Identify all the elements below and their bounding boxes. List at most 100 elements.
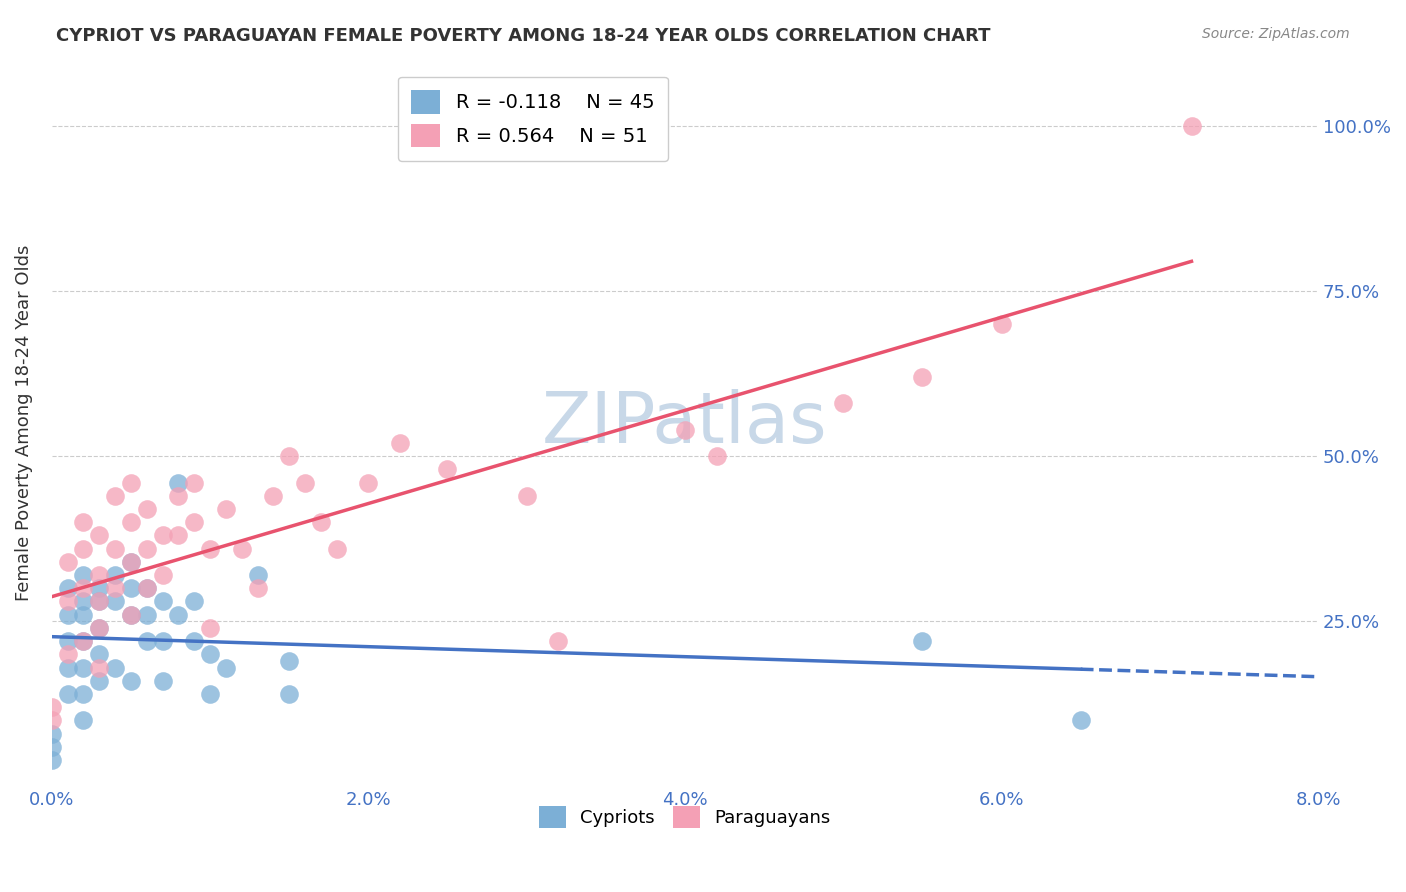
Point [89,648,111,662]
Point [72,581,94,595]
Point [56,555,79,569]
Point [135,581,157,595]
Point [120,515,142,529]
Point [89,594,111,608]
Point [215,502,238,516]
Point [167,489,190,503]
Point [388,435,411,450]
Point [72,714,94,728]
Point [120,607,142,622]
Point [89,621,111,635]
Point [152,594,174,608]
Point [72,634,94,648]
Point [167,528,190,542]
Point [72,687,94,701]
Point [1180,119,1202,133]
Point [990,317,1012,331]
Point [436,462,458,476]
Point [183,475,205,490]
Point [56,581,79,595]
Point [198,687,221,701]
Y-axis label: Female Poverty Among 18-24 Year Olds: Female Poverty Among 18-24 Year Olds [15,244,32,601]
Point [832,396,855,410]
Point [183,594,205,608]
Point [56,594,79,608]
Point [120,673,142,688]
Legend: Cypriots, Paraguayans: Cypriots, Paraguayans [531,799,838,836]
Point [89,568,111,582]
Point [41,714,63,728]
Point [183,634,205,648]
Point [911,369,934,384]
Point [1070,714,1092,728]
Point [325,541,347,556]
Point [72,634,94,648]
Point [294,475,316,490]
Point [309,515,332,529]
Point [231,541,253,556]
Point [152,673,174,688]
Point [41,726,63,740]
Point [104,489,127,503]
Point [41,753,63,767]
Point [135,541,157,556]
Point [278,654,301,668]
Point [89,594,111,608]
Point [56,607,79,622]
Point [120,555,142,569]
Point [41,700,63,714]
Point [120,607,142,622]
Point [673,423,696,437]
Point [215,660,238,674]
Point [89,621,111,635]
Point [104,594,127,608]
Point [72,515,94,529]
Point [56,660,79,674]
Point [278,687,301,701]
Point [104,581,127,595]
Point [56,687,79,701]
Point [135,634,157,648]
Point [72,660,94,674]
Point [198,621,221,635]
Point [547,634,569,648]
Point [516,489,538,503]
Point [135,502,157,516]
Point [56,648,79,662]
Point [706,449,728,463]
Point [120,555,142,569]
Point [89,528,111,542]
Text: CYPRIOT VS PARAGUAYAN FEMALE POVERTY AMONG 18-24 YEAR OLDS CORRELATION CHART: CYPRIOT VS PARAGUAYAN FEMALE POVERTY AMO… [56,27,991,45]
Point [89,673,111,688]
Point [89,581,111,595]
Point [135,581,157,595]
Point [72,607,94,622]
Point [262,489,284,503]
Point [72,541,94,556]
Point [72,594,94,608]
Point [41,739,63,754]
Point [152,568,174,582]
Point [246,581,269,595]
Point [89,660,111,674]
Point [198,541,221,556]
Point [911,634,934,648]
Point [198,648,221,662]
Point [152,634,174,648]
Point [56,634,79,648]
Point [183,515,205,529]
Point [104,568,127,582]
Text: Source: ZipAtlas.com: Source: ZipAtlas.com [1202,27,1350,41]
Point [278,449,301,463]
Point [152,528,174,542]
Point [135,607,157,622]
Point [167,607,190,622]
Point [104,660,127,674]
Text: ZIPatlas: ZIPatlas [543,389,828,458]
Point [167,475,190,490]
Point [72,568,94,582]
Point [120,581,142,595]
Point [357,475,380,490]
Point [120,475,142,490]
Point [104,541,127,556]
